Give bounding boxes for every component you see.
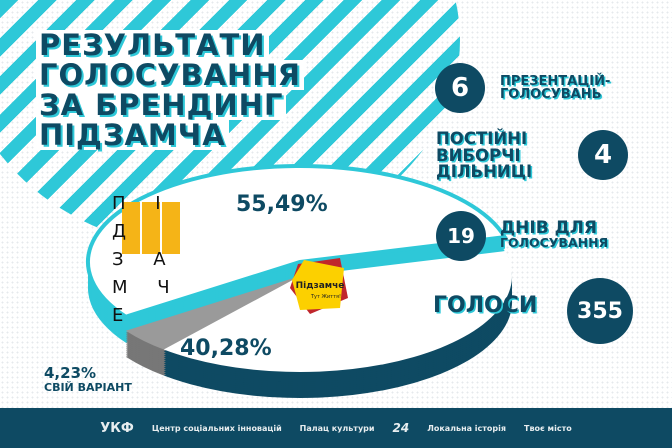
partner-logo: Центр соціальних інновацій bbox=[151, 423, 282, 433]
stat-text-votes: ГОЛОСИ bbox=[433, 295, 537, 317]
partner-logo: Палац культури bbox=[299, 423, 375, 433]
partner-logo: Твоє місто bbox=[524, 423, 572, 433]
stat-number-days: 19 bbox=[436, 211, 486, 261]
slice-label-1: 55,49% bbox=[236, 192, 328, 217]
stat-number-stations: 4 bbox=[578, 130, 628, 180]
title-line: РЕЗУЛЬТАТИ bbox=[36, 30, 269, 60]
partner-logo: 24 bbox=[392, 421, 410, 435]
partner-logo: УКФ bbox=[100, 420, 134, 436]
stat-text-presentations: ПРЕЗЕНТАЦІЙ- ГОЛОСУВАНЬ bbox=[500, 75, 610, 101]
slice-label-2: 4,23% bbox=[44, 364, 97, 382]
pie-slice bbox=[163, 251, 513, 373]
logo-option-b: Підзамче Тут Життя! bbox=[290, 258, 348, 314]
stat-line: ВИБОРЧІ bbox=[436, 145, 521, 165]
stat-line: ПРЕЗЕНТАЦІЙ- bbox=[500, 74, 611, 89]
title-line: ПІДЗАМЧА bbox=[36, 120, 229, 150]
title-line: ЗА БРЕНДИНГ bbox=[36, 90, 287, 120]
stat-number-votes: 355 bbox=[567, 278, 633, 344]
pattern-grid bbox=[122, 202, 182, 254]
page-title: РЕЗУЛЬТАТИ ГОЛОСУВАННЯ ЗА БРЕНДИНГ ПІДЗА… bbox=[36, 30, 304, 150]
partner-logo: Локальна історія bbox=[427, 423, 507, 433]
slice-label-3: 40,28% bbox=[180, 336, 272, 361]
stat-text-stations: ПОСТІЙНІ ВИБОРЧІ ДІЛЬНИЦІ bbox=[436, 129, 533, 181]
stat-line: ПОСТІЙНІ bbox=[436, 129, 528, 148]
stat-line: ГОЛОСУВАННЯ bbox=[500, 235, 609, 250]
stat-line: ДІЛЬНИЦІ bbox=[436, 162, 533, 181]
stat-number-presentations: 6 bbox=[435, 63, 485, 113]
title-line: ГОЛОСУВАННЯ bbox=[36, 60, 304, 90]
partner-logos-footer: УКФ Центр соціальних інновацій Палац кул… bbox=[0, 408, 672, 448]
logo-b-sub: Тут Життя! bbox=[310, 294, 341, 300]
logo-b-text: Підзамче bbox=[296, 280, 345, 291]
stat-line: ГОЛОСИ bbox=[433, 293, 538, 318]
stat-line: ГОЛОСУВАНЬ bbox=[500, 87, 602, 102]
stat-text-days: ДНІВ ДЛЯ ГОЛОСУВАННЯ bbox=[500, 220, 608, 250]
pie-slice bbox=[125, 276, 300, 350]
stat-line: ДНІВ ДЛЯ bbox=[500, 218, 597, 238]
slice-name-2: СВІЙ ВАРІАНТ bbox=[44, 381, 132, 394]
pie-slice bbox=[86, 164, 509, 319]
